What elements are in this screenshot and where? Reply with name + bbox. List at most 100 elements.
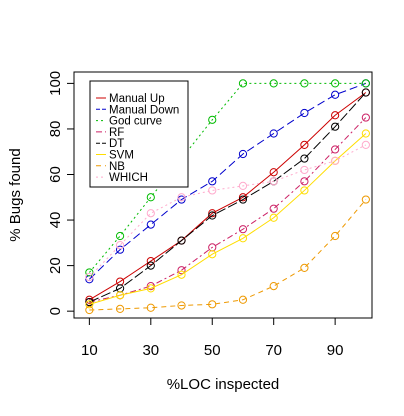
- data-point: [85, 272, 94, 282]
- data-point: [361, 195, 370, 204]
- data-point: [269, 168, 278, 177]
- data-point: [85, 297, 94, 307]
- series-layer: [85, 79, 370, 315]
- data-point: [208, 300, 217, 309]
- legend-label: RF: [109, 127, 124, 139]
- data-point: [300, 154, 309, 163]
- data-point: [177, 301, 186, 310]
- data-point: [115, 241, 125, 250]
- data-point: [208, 211, 217, 220]
- data-point: [300, 263, 309, 272]
- data-point: [146, 284, 155, 293]
- data-point: [331, 79, 340, 88]
- data-point: [300, 165, 309, 175]
- data-point: [300, 177, 309, 186]
- legend-label: NB: [109, 161, 125, 173]
- data-point: [331, 145, 340, 154]
- data-point: [146, 261, 155, 270]
- y-tick-label: 60: [47, 166, 64, 183]
- data-point: [331, 156, 340, 165]
- series-line: [89, 117, 367, 303]
- plot-frame: [73, 71, 373, 319]
- data-point: [208, 186, 217, 195]
- data-point: [85, 268, 94, 277]
- y-tick-label: 40: [47, 212, 64, 229]
- data-point: [269, 177, 278, 186]
- series-line: [88, 82, 366, 273]
- data-point: [238, 295, 248, 304]
- x-axis-title: %LOC inspected: [167, 376, 280, 393]
- data-point: [331, 111, 340, 120]
- data-point: [115, 291, 125, 300]
- data-point: [331, 231, 340, 241]
- series-line: [89, 133, 367, 305]
- legend-label: Manual Up: [109, 93, 165, 105]
- legend-label: SVM: [109, 150, 134, 162]
- data-point: [269, 213, 278, 222]
- x-tick-label: 70: [265, 342, 282, 359]
- y-axis-title: % Bugs found: [7, 148, 24, 241]
- y-axis: 0 20 40 60 80 100: [47, 71, 74, 315]
- data-point: [115, 245, 125, 254]
- x-tick-label: 10: [81, 342, 98, 359]
- y-tick-label: 100: [47, 71, 64, 96]
- x-tick-label: 50: [204, 342, 221, 359]
- y-tick-label: 0: [47, 307, 64, 315]
- series-manual-down: [85, 79, 370, 284]
- y-tick-label: 20: [47, 257, 64, 274]
- data-point: [85, 305, 94, 315]
- data-point: [300, 186, 309, 195]
- data-point: [361, 129, 370, 138]
- data-point: [238, 225, 248, 234]
- data-point: [208, 177, 217, 186]
- data-point: [146, 193, 155, 202]
- data-point: [115, 304, 125, 313]
- series-nb: [85, 195, 370, 315]
- data-point: [146, 209, 155, 218]
- series-line: [89, 144, 367, 278]
- data-point: [146, 303, 155, 312]
- data-point: [269, 204, 278, 213]
- x-tick-label: 90: [327, 342, 344, 359]
- data-point: [269, 79, 278, 88]
- x-axis: 10 30 50 70 90: [81, 318, 343, 359]
- data-point: [300, 79, 309, 88]
- data-point: [85, 300, 94, 309]
- data-point: [177, 236, 186, 245]
- data-point: [177, 270, 186, 279]
- data-point: [331, 90, 340, 99]
- series-line: [89, 82, 367, 280]
- series-line: [89, 92, 367, 301]
- data-point: [361, 113, 370, 122]
- data-point: [238, 79, 248, 88]
- data-point: [146, 282, 155, 291]
- data-point: [177, 195, 186, 204]
- series-line: [89, 92, 367, 303]
- y-tick-label: 80: [47, 121, 64, 138]
- data-point: [115, 231, 125, 241]
- data-point: [269, 282, 278, 291]
- data-point: [208, 250, 217, 259]
- legend-box: [89, 80, 189, 188]
- data-point: [361, 140, 370, 149]
- data-point: [208, 115, 217, 124]
- data-point: [177, 266, 186, 275]
- data-point: [177, 193, 186, 202]
- data-point: [238, 195, 248, 204]
- legend-label: DT: [109, 138, 124, 150]
- data-point: [300, 140, 309, 149]
- data-point: [238, 234, 248, 243]
- series-which: [85, 140, 370, 282]
- series-line: [89, 199, 367, 311]
- data-point: [331, 122, 340, 131]
- data-point: [238, 149, 248, 159]
- data-point: [85, 295, 94, 304]
- data-point: [146, 256, 155, 266]
- legend-label: God curve: [109, 116, 162, 128]
- data-point: [361, 79, 370, 88]
- data-point: [208, 209, 217, 218]
- data-point: [361, 88, 370, 97]
- legend-label: Manual Down: [109, 104, 179, 116]
